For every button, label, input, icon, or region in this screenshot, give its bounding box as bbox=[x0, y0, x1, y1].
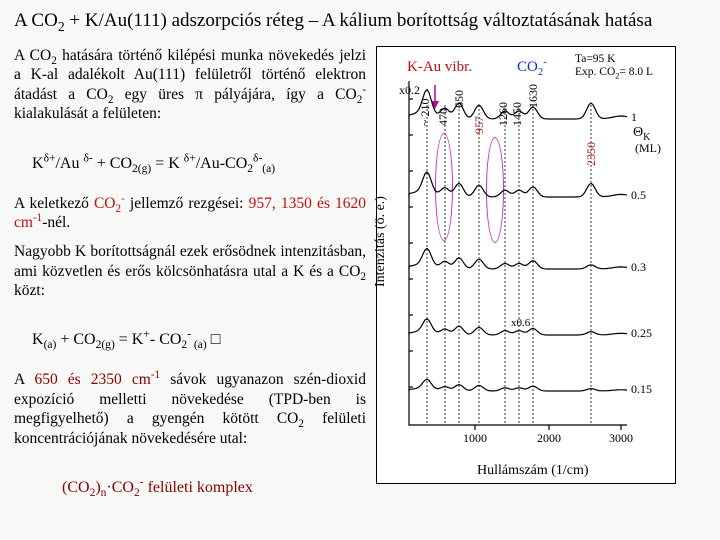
right-column: K-Au vibr. CO2- Ta=95 K Exp. CO2= 8.0 L … bbox=[376, 46, 696, 508]
page-title: A CO2 + K/Au(111) adszorpciós réteg – A … bbox=[14, 10, 706, 32]
label-x06: x0.6 bbox=[511, 317, 530, 329]
svg-text:2000: 2000 bbox=[537, 431, 561, 445]
label-co2: CO2- bbox=[517, 59, 547, 76]
y-axis-label: Intenzitás (ö. e.) bbox=[373, 196, 389, 287]
para-2: A keletkező CO2- jellemző rezgései: 957,… bbox=[14, 194, 366, 233]
svg-text:0.3: 0.3 bbox=[631, 260, 646, 274]
svg-text:1: 1 bbox=[631, 110, 637, 124]
svg-text:1000: 1000 bbox=[463, 431, 487, 445]
para-3: Nagyobb K borítottságnál ezek erősödnek … bbox=[14, 242, 366, 300]
svg-text:0.15: 0.15 bbox=[631, 382, 652, 396]
svg-text:0.5: 0.5 bbox=[631, 188, 646, 202]
para-1: A CO2 hatására történő kilépési munka nö… bbox=[14, 46, 366, 124]
label-conditions: Ta=95 K Exp. CO2= 8.0 L bbox=[575, 53, 653, 79]
x-axis-label: Hullámszám (1/cm) bbox=[477, 463, 589, 479]
svg-text:0.25: 0.25 bbox=[631, 326, 652, 340]
label-kau-vibr: K-Au vibr. bbox=[407, 59, 472, 76]
spectrum-figure: K-Au vibr. CO2- Ta=95 K Exp. CO2= 8.0 L … bbox=[376, 46, 676, 484]
left-column: A CO2 hatására történő kilépési munka nö… bbox=[14, 46, 366, 508]
equation-3: (CO2)n·CO2- felületi komplex bbox=[62, 478, 366, 498]
equation-1: Kδ+/Au δ- + CO2(g) = K δ+/Au-CO2δ-(a) bbox=[32, 154, 366, 174]
para-4: A 650 és 2350 cm-1 sávok ugyanazon szén-… bbox=[14, 370, 366, 448]
equation-2: K(a) + CO2(g) = K+- CO2- (a) □ bbox=[32, 330, 366, 350]
plot-area: 1000 2000 3000 1 0.5 0.3 0.25 0.15 bbox=[401, 77, 661, 453]
svg-text:3000: 3000 bbox=[609, 431, 633, 445]
